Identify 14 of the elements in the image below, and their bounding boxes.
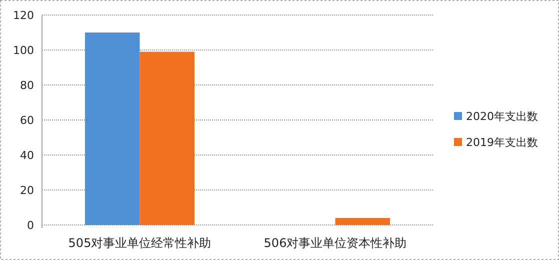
y-tick-label: 100 — [13, 44, 34, 57]
bar — [85, 32, 140, 225]
legend-label: 2019年支出数 — [466, 136, 538, 149]
y-tick-label: 40 — [20, 149, 34, 162]
y-tick-label: 80 — [20, 79, 34, 92]
y-tick-label: 20 — [20, 184, 34, 197]
bar — [335, 218, 390, 225]
bar — [140, 52, 194, 225]
y-tick-label: 120 — [13, 9, 34, 22]
legend-label: 2020年支出数 — [466, 110, 538, 123]
y-tick-label: 60 — [20, 114, 34, 127]
x-tick-label: 506对事业单位资本性补助 — [264, 236, 407, 250]
x-tick-label: 505对事业单位经常性补助 — [68, 236, 212, 250]
y-tick-label: 0 — [27, 219, 34, 232]
